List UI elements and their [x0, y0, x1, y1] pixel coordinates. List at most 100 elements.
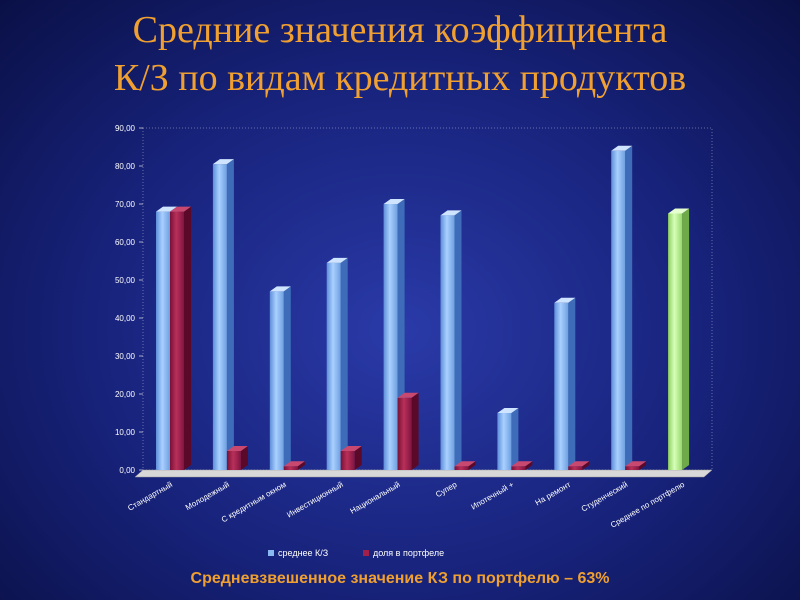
- bar-series1-front: [497, 413, 512, 470]
- bar-series1: [212, 159, 234, 470]
- y-tick-label: 20,00: [115, 390, 136, 399]
- bar-series2-front: [340, 451, 355, 470]
- x-tick-label: Инвестиционный: [285, 480, 344, 520]
- bar-series1: [440, 210, 462, 470]
- bar-series1-top: [326, 257, 348, 263]
- bar-series2-side: [184, 206, 191, 470]
- y-tick-label: 40,00: [115, 314, 136, 323]
- bar-series2-front: [625, 466, 640, 470]
- bar-series1-side: [682, 208, 690, 470]
- bar-series2-side: [582, 461, 590, 470]
- x-tick-label: Стандартный: [126, 480, 174, 513]
- bar-series2-front: [170, 211, 184, 470]
- bars-group: [156, 145, 690, 471]
- bar-series1-side: [511, 408, 519, 470]
- bar-series1: [611, 145, 633, 471]
- bar-series1: [326, 257, 348, 470]
- bar-series2-top: [397, 392, 419, 398]
- bar-series2-top: [625, 461, 647, 467]
- legend-label: доля в портфеле: [373, 548, 444, 558]
- x-tick-label: Национальный: [349, 480, 402, 516]
- bar-series2-top: [511, 461, 533, 467]
- bar-series2: [397, 392, 419, 470]
- bar-series1-front: [269, 291, 284, 470]
- title-line-1: Средние значения коэффициента: [132, 9, 668, 51]
- legend-swatch: [268, 550, 274, 556]
- bar-series1-front: [212, 164, 227, 470]
- bar-series2: [568, 461, 590, 470]
- bar-series2-side: [297, 461, 305, 470]
- footer-note: Средневзвешенное значение КЗ по портфелю…: [190, 570, 610, 587]
- bar-series1-side: [226, 159, 234, 470]
- bar-series2-top: [568, 461, 590, 467]
- plot-area: [142, 127, 713, 471]
- bar-series1-front: [668, 213, 683, 470]
- bar-series2-top: [283, 461, 305, 467]
- bar-series2: [226, 446, 248, 470]
- bar-series2: [511, 461, 533, 470]
- bar-series1: [668, 208, 690, 470]
- bar-series1-top: [440, 210, 462, 216]
- bar-series2-side: [525, 461, 533, 470]
- bar-series2: [283, 461, 305, 470]
- bar-series2-top: [340, 446, 362, 451]
- bar-series2-top: [226, 446, 248, 451]
- bar-series1-top: [212, 159, 234, 165]
- y-tick-label: 90,00: [115, 124, 136, 133]
- bar-series1-top: [554, 297, 576, 303]
- y-tick-label: 30,00: [115, 352, 136, 361]
- y-tick-label: 10,00: [115, 428, 136, 437]
- legend-swatch: [363, 550, 369, 556]
- bar-series2-side: [240, 446, 248, 470]
- y-tick-label: 50,00: [115, 276, 136, 285]
- y-tick-label: 60,00: [115, 238, 136, 247]
- x-tick-label: Студенческий: [580, 480, 629, 514]
- floor-top: [134, 469, 713, 478]
- bar-series2-front: [511, 466, 526, 470]
- legend-label: среднее К/З: [278, 548, 328, 558]
- bar-series1-front: [326, 262, 341, 470]
- chart-floor: [134, 469, 713, 478]
- bar-series1-front: [554, 302, 569, 470]
- bar-series1-top: [668, 208, 690, 214]
- bar-series1: [554, 297, 576, 470]
- legend: среднее К/З доля в портфеле: [268, 548, 444, 558]
- bar-series2-side: [354, 446, 362, 470]
- bar-series1-top: [611, 145, 633, 151]
- bar-series2-front: [226, 451, 241, 470]
- bar-series1-front: [156, 211, 170, 470]
- bar-series2-top: [170, 206, 191, 212]
- page-title: Средние значения коэффициента К/З по вид…: [0, 6, 800, 102]
- bar-series2-side: [639, 461, 647, 470]
- bar-series1: [269, 286, 291, 470]
- bar-series1-side: [340, 257, 348, 470]
- bar-series2-side: [411, 392, 419, 470]
- bar-series1-top: [269, 286, 291, 292]
- x-tick-label: Ипотечный +: [469, 480, 515, 512]
- title-line-2: К/З по видам кредитных продуктов: [113, 57, 687, 99]
- x-tick-label: Супер: [434, 480, 459, 500]
- x-tick-label: Молодежный: [184, 480, 231, 512]
- plot-border: [142, 127, 713, 471]
- bar-series1-side: [454, 210, 462, 470]
- bar-series2: [625, 461, 647, 470]
- bar-series1-side: [283, 286, 291, 470]
- bar-series2: [340, 446, 362, 470]
- bar-series2-front: [283, 466, 298, 470]
- bar-series2: [170, 206, 191, 470]
- bar-series1-front: [383, 204, 398, 470]
- x-tick-label: На ремонт: [534, 480, 573, 508]
- bar-series2-front: [568, 466, 583, 470]
- bar-series1-top: [497, 408, 519, 413]
- bar-series2-front: [454, 466, 469, 470]
- bar-series2-top: [454, 461, 476, 467]
- y-tick-label: 70,00: [115, 200, 136, 209]
- y-axis: 0,00 10,00 20,00 30,00 40,00 50,00 60,00 70,00 8…: [115, 124, 143, 475]
- y-tick-label: 0,00: [119, 466, 135, 475]
- bar-series2-front: [397, 397, 412, 470]
- bar-series1-side: [625, 145, 633, 471]
- bar-series1-top: [383, 199, 405, 204]
- y-tick-label: 80,00: [115, 162, 136, 171]
